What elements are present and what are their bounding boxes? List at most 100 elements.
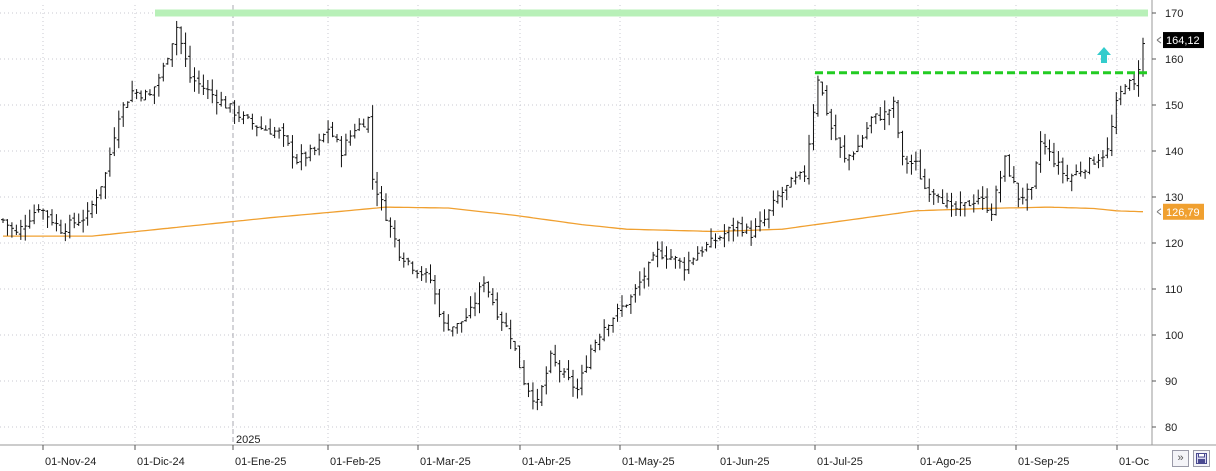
price-bar	[909, 154, 914, 175]
price-bar	[1047, 139, 1052, 162]
price-bar	[41, 208, 46, 220]
price-bar	[343, 133, 348, 156]
price-bar	[375, 171, 380, 207]
price-bar	[36, 204, 41, 213]
price-bar	[379, 186, 384, 211]
price-bar	[945, 192, 950, 209]
last-price-tag-text: 164,12	[1166, 35, 1200, 47]
x-tick-label: 01-Sep-25	[1018, 456, 1069, 468]
price-bar	[1092, 156, 1097, 165]
price-bar	[486, 281, 491, 298]
price-bar	[495, 292, 500, 320]
price-bar	[428, 264, 433, 284]
price-bar	[1078, 161, 1083, 177]
price-bar	[771, 190, 776, 216]
save-button[interactable]	[1193, 450, 1210, 467]
price-bar	[174, 20, 179, 56]
price-bar	[321, 133, 326, 143]
price-bar	[5, 219, 10, 236]
price-bar	[156, 73, 161, 97]
price-bar	[637, 271, 642, 296]
price-bar	[1016, 182, 1021, 208]
price-bar	[753, 218, 758, 238]
price-bar	[130, 80, 135, 103]
price-bar	[588, 344, 593, 370]
price-bar	[334, 134, 339, 143]
year-marker-label: 2025	[236, 434, 260, 446]
resistance-zone-band	[155, 9, 1148, 17]
price-bar	[815, 75, 820, 117]
price-bar	[646, 261, 651, 287]
price-bar	[584, 355, 589, 373]
price-bar	[508, 319, 513, 350]
price-bar	[539, 385, 544, 407]
price-bar	[1051, 142, 1056, 168]
price-bar	[446, 314, 451, 331]
price-bar	[54, 214, 59, 232]
price-bar	[1007, 154, 1012, 177]
price-bar	[677, 257, 682, 269]
price-bar	[735, 220, 740, 237]
price-bar	[1020, 187, 1025, 205]
price-bar	[682, 257, 687, 281]
price-bar	[330, 121, 335, 138]
price-bar	[272, 126, 277, 139]
x-tick-label: 01-Mar-25	[420, 456, 471, 468]
price-bar	[81, 209, 86, 233]
price-bar	[548, 350, 553, 374]
price-bar	[450, 326, 455, 337]
price-bar	[1, 218, 5, 224]
price-bar	[962, 202, 967, 217]
price-bar	[477, 282, 482, 314]
price-bar	[900, 130, 905, 166]
price-bar	[473, 292, 478, 317]
price-bar	[165, 57, 170, 65]
price-bar	[49, 209, 54, 226]
price-bar	[18, 219, 23, 240]
scroll-button[interactable]: »	[1172, 450, 1189, 467]
price-bar	[922, 168, 927, 190]
price-bar	[415, 269, 420, 279]
price-bar	[103, 172, 108, 199]
moving-average-tag: 126,79	[1156, 203, 1204, 220]
price-bar	[847, 154, 852, 171]
price-bar	[789, 176, 794, 188]
last-price-tag: 164,12	[1156, 32, 1204, 49]
price-bar	[557, 360, 562, 383]
price-bar	[98, 186, 103, 200]
moving-average-line	[3, 206, 1144, 237]
price-bar	[958, 191, 963, 217]
price-bar	[277, 127, 282, 139]
price-bar	[807, 134, 812, 185]
price-bar	[1025, 183, 1030, 211]
price-bar	[571, 369, 575, 397]
price-bar	[72, 212, 77, 229]
price-bar	[918, 149, 923, 180]
breakout-arrow	[1097, 47, 1111, 63]
price-bar	[67, 214, 72, 239]
price-bar	[1141, 37, 1145, 77]
price-bar	[147, 89, 152, 96]
price-bar	[392, 220, 397, 248]
price-bar	[1065, 164, 1070, 182]
price-bar	[232, 100, 237, 124]
price-bar	[842, 135, 847, 163]
x-tick-label: 01-Feb-25	[330, 456, 381, 468]
price-bar	[891, 96, 896, 118]
price-bar	[535, 388, 540, 411]
price-bar	[219, 91, 224, 107]
price-bar	[802, 165, 807, 182]
price-bar	[882, 100, 887, 130]
price-bar	[152, 86, 157, 105]
x-tick-label: 01-Jun-25	[720, 456, 770, 468]
price-bar	[904, 155, 909, 174]
price-bar	[838, 137, 843, 158]
price-bar	[517, 345, 522, 369]
price-bar	[481, 276, 486, 293]
price-bar	[1074, 164, 1079, 176]
price-bar	[628, 294, 633, 314]
price-bar	[967, 200, 972, 207]
price-bars	[1, 20, 1145, 411]
y-tick-label: 150	[1165, 100, 1183, 112]
